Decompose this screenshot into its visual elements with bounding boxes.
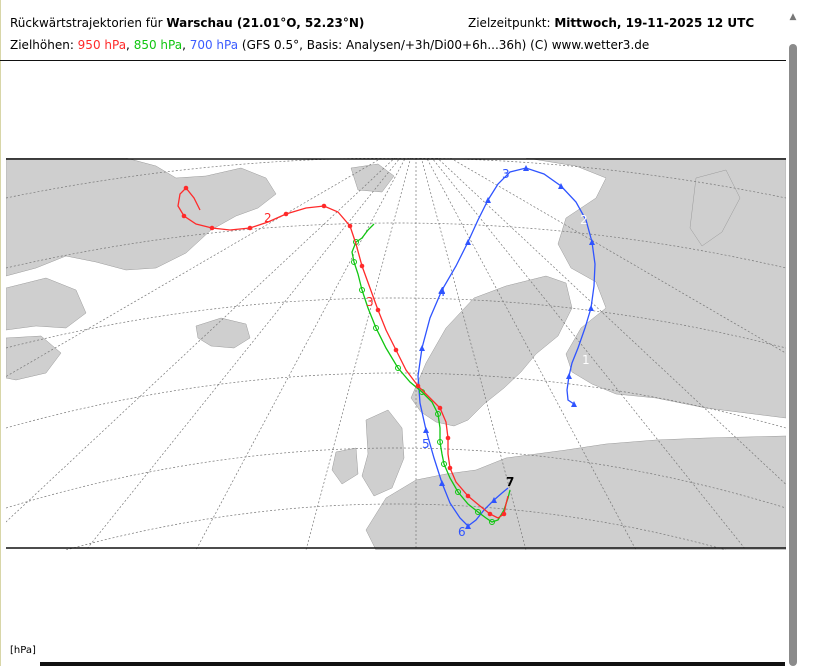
marker-950-2: 2 xyxy=(264,211,272,225)
map-canvas: 2 3 1 2 3 4 5 6 7 xyxy=(6,158,786,550)
marker-950-3: 3 xyxy=(366,295,374,309)
title-prefix: Rückwärtstrajektorien für xyxy=(10,16,167,30)
greenland xyxy=(6,158,277,277)
trajectory-850hpa xyxy=(351,223,511,523)
level-700-label: 700 hPa xyxy=(189,38,239,52)
levels-separator: , xyxy=(126,38,134,52)
target-time-label: Zielzeitpunkt: xyxy=(468,16,555,30)
novaya-zemlya xyxy=(689,169,741,247)
marker-700-4: 4 xyxy=(438,285,446,299)
model-info: (GFS 0.5°, Basis: Analysen/+3h/Di00+6h..… xyxy=(238,38,650,52)
marker-700-1: 1 xyxy=(582,353,590,367)
trajectory-700hpa xyxy=(417,167,596,527)
day-markers: 2 3 1 2 3 4 5 6 7 xyxy=(264,167,590,539)
trajectory-map: 2 3 1 2 3 4 5 6 7 xyxy=(6,158,786,550)
land-masses xyxy=(6,158,786,550)
graticule xyxy=(6,158,786,550)
iceland xyxy=(195,317,251,349)
target-time-value: Mittwoch, 19-11-2025 12 UTC xyxy=(554,16,755,30)
baffin-area xyxy=(6,335,62,381)
header-divider xyxy=(0,60,786,61)
marker-700-6: 6 xyxy=(458,525,466,539)
scrollbar-thumb[interactable] xyxy=(789,44,797,666)
levels-line: Zielhöhen: 950 hPa, 850 hPa, 700 hPa (GF… xyxy=(10,38,649,52)
svalbard xyxy=(350,163,395,193)
continental-europe xyxy=(365,435,786,550)
levels-separator: , xyxy=(182,38,190,52)
trajectory-950hpa xyxy=(177,187,509,519)
levels-prefix: Zielhöhen: xyxy=(10,38,78,52)
scroll-up-arrow-icon[interactable]: ▲ xyxy=(789,12,797,22)
level-850-label: 850 hPa xyxy=(133,38,183,52)
pressure-axis-label: [hPa] xyxy=(10,645,36,656)
level-950-label: 950 hPa xyxy=(77,38,127,52)
target-time: Zielzeitpunkt: Mittwoch, 19-11-2025 12 U… xyxy=(468,16,754,30)
marker-700-2: 2 xyxy=(580,213,588,227)
scandinavia xyxy=(410,275,573,427)
marker-target-7: 7 xyxy=(506,475,514,489)
title-line: Rückwärtstrajektorien für Warschau (21.0… xyxy=(10,16,754,30)
marker-700-3: 3 xyxy=(502,167,510,181)
trajectory-950hpa-markers xyxy=(181,185,507,517)
trajectory-700hpa-markers xyxy=(419,165,595,529)
marker-700-5: 5 xyxy=(422,437,430,451)
great-britain xyxy=(361,409,405,497)
pressure-profile-frame xyxy=(40,662,785,666)
target-city: Warschau (21.01°O, 52.23°N) xyxy=(166,16,365,30)
arctic-islands xyxy=(6,277,87,331)
